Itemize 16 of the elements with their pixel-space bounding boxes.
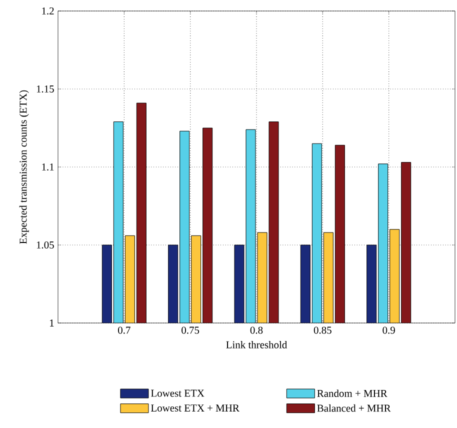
legend-label: Balanced + MHR	[317, 404, 391, 412]
x-tick-label: 0.75	[182, 326, 200, 334]
x-tick-label: 0.7	[118, 326, 130, 334]
legend-label: Lowest ETX	[151, 390, 204, 397]
x-tick-label: 0.8	[250, 326, 263, 334]
x-axis-title: Link threshold	[226, 340, 288, 348]
legend-label: Random + MHR	[317, 390, 388, 397]
y-axis-title: Expected transmission counts (ETX)	[19, 90, 29, 244]
legend-label: Lowest ETX + MHR	[151, 404, 240, 412]
x-tick-label: 0.85	[314, 326, 332, 334]
y-tick-label: 1.1	[42, 163, 54, 171]
y-tick-label: 1.2	[42, 7, 54, 15]
x-tick-label: 0.9	[382, 326, 395, 334]
y-tick-label: 1.15	[36, 85, 54, 93]
y-tick-label: 1.05	[36, 241, 54, 249]
y-tick-label: 1	[50, 320, 54, 326]
